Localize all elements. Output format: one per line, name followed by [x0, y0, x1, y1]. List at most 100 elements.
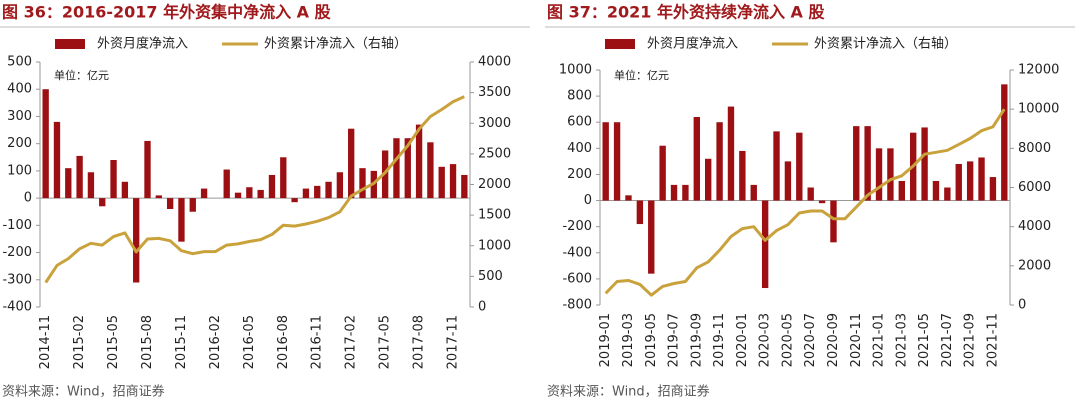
x-tick-label: 2017-05	[378, 315, 393, 369]
y2-tick-label: 1500	[478, 208, 511, 223]
bar	[144, 140, 151, 199]
bar	[750, 184, 757, 201]
bar	[853, 126, 860, 201]
x-tick-label: 2020-05	[780, 313, 795, 367]
bar	[613, 122, 621, 201]
x-tick-label: 2021-05	[917, 313, 932, 367]
x-tick-label: 2021-01	[872, 313, 887, 367]
bar	[178, 198, 185, 242]
bar	[155, 195, 162, 199]
x-tick-label: 2019-01	[598, 313, 613, 367]
bar	[648, 200, 655, 274]
bar	[438, 166, 445, 199]
y-tick-label: 300	[7, 109, 32, 124]
bar	[807, 187, 814, 201]
y-tick-label: -800	[562, 298, 592, 313]
bar	[944, 187, 951, 201]
y-tick-label: -400	[2, 300, 32, 315]
x-tick-label: 2021-11	[985, 313, 1000, 367]
x-tick-label: 2015-05	[106, 315, 121, 369]
line	[604, 108, 1006, 297]
x-tick-label: 2014-11	[38, 315, 53, 369]
bar	[166, 198, 174, 209]
y-tick-label: 200	[567, 167, 592, 182]
y2-tick-label: 2500	[478, 146, 511, 161]
y-tick-label: 200	[7, 136, 32, 151]
legend-swatch	[55, 39, 85, 49]
x-tick-label: 2020-09	[826, 313, 841, 367]
source: 资料来源：Wind，招商证券	[547, 384, 710, 400]
x-tick-label: 2020-07	[803, 313, 818, 367]
y-tick-label: 100	[7, 163, 32, 178]
y2-tick-label: 2000	[1018, 258, 1051, 273]
y-tick-label: 400	[567, 141, 592, 156]
x-tick-label: 2019-03	[621, 313, 636, 367]
x-tick-label: 2015-02	[72, 315, 87, 369]
y-tick-label: 400	[7, 82, 32, 97]
bar	[830, 200, 837, 243]
bar	[693, 117, 700, 201]
y-tick-label: 0	[584, 193, 592, 208]
bar	[110, 160, 117, 199]
y-tick-label: 500	[7, 55, 32, 70]
legend-label: 外资月度净流入	[647, 36, 738, 52]
y2-tick-label: 1000	[478, 238, 511, 253]
bar	[989, 177, 997, 201]
bar	[280, 157, 287, 199]
bar	[659, 145, 666, 201]
bar	[121, 181, 129, 199]
bar	[99, 198, 106, 207]
bar	[393, 138, 400, 199]
bar	[76, 155, 83, 199]
bar	[966, 161, 974, 201]
bar	[898, 180, 905, 201]
bar	[921, 127, 928, 201]
bar	[955, 164, 962, 201]
bar	[602, 122, 609, 201]
bar	[257, 189, 264, 199]
y2-tick-label: 3500	[478, 85, 511, 100]
y-tick-label: -600	[562, 271, 592, 286]
legend-label: 外资月度净流入	[97, 36, 188, 52]
legend-label: 外资累计净流入（右轴）	[814, 37, 957, 52]
bar	[87, 172, 95, 199]
bar	[314, 185, 321, 199]
x-tick-label: 2016-11	[310, 315, 325, 369]
legend-swatch	[605, 39, 635, 49]
x-tick-label: 2016-02	[208, 315, 223, 369]
bar	[65, 168, 72, 199]
bar	[404, 138, 411, 199]
bar	[427, 142, 434, 199]
y2-tick-label: 3000	[478, 116, 511, 131]
bar	[234, 192, 242, 199]
bar	[636, 200, 644, 225]
bar	[625, 195, 632, 201]
bar	[875, 148, 883, 201]
bar	[189, 198, 196, 212]
x-tick-label: 2019-11	[712, 313, 727, 367]
x-tick-label: 2021-03	[894, 313, 909, 367]
x-tick-label: 2017-08	[412, 315, 427, 369]
y-tick-label: 800	[567, 89, 592, 104]
x-tick-label: 2020-11	[849, 313, 864, 367]
bar	[461, 174, 468, 199]
line	[44, 95, 465, 284]
bar	[761, 200, 769, 289]
source: 资料来源：Wind，招商证券	[2, 384, 165, 400]
bar	[705, 158, 712, 201]
x-tick-label: 2017-11	[446, 315, 461, 369]
bar	[784, 161, 792, 201]
annotation: 单位：亿元	[614, 68, 669, 82]
x-tick-label: 2019-09	[689, 313, 704, 367]
y2-tick-label: 2000	[478, 177, 511, 192]
chart-title: 图 36：2016-2017 年外资集中净流入 A 股	[2, 3, 332, 22]
bar	[200, 188, 208, 199]
bar	[716, 122, 723, 201]
bar	[42, 89, 49, 199]
x-tick-label: 2016-08	[276, 315, 291, 369]
y2-tick-label: 4000	[478, 55, 511, 70]
y-tick-label: -200	[2, 245, 32, 260]
y-tick-label: -200	[562, 219, 592, 234]
bar	[818, 200, 826, 204]
